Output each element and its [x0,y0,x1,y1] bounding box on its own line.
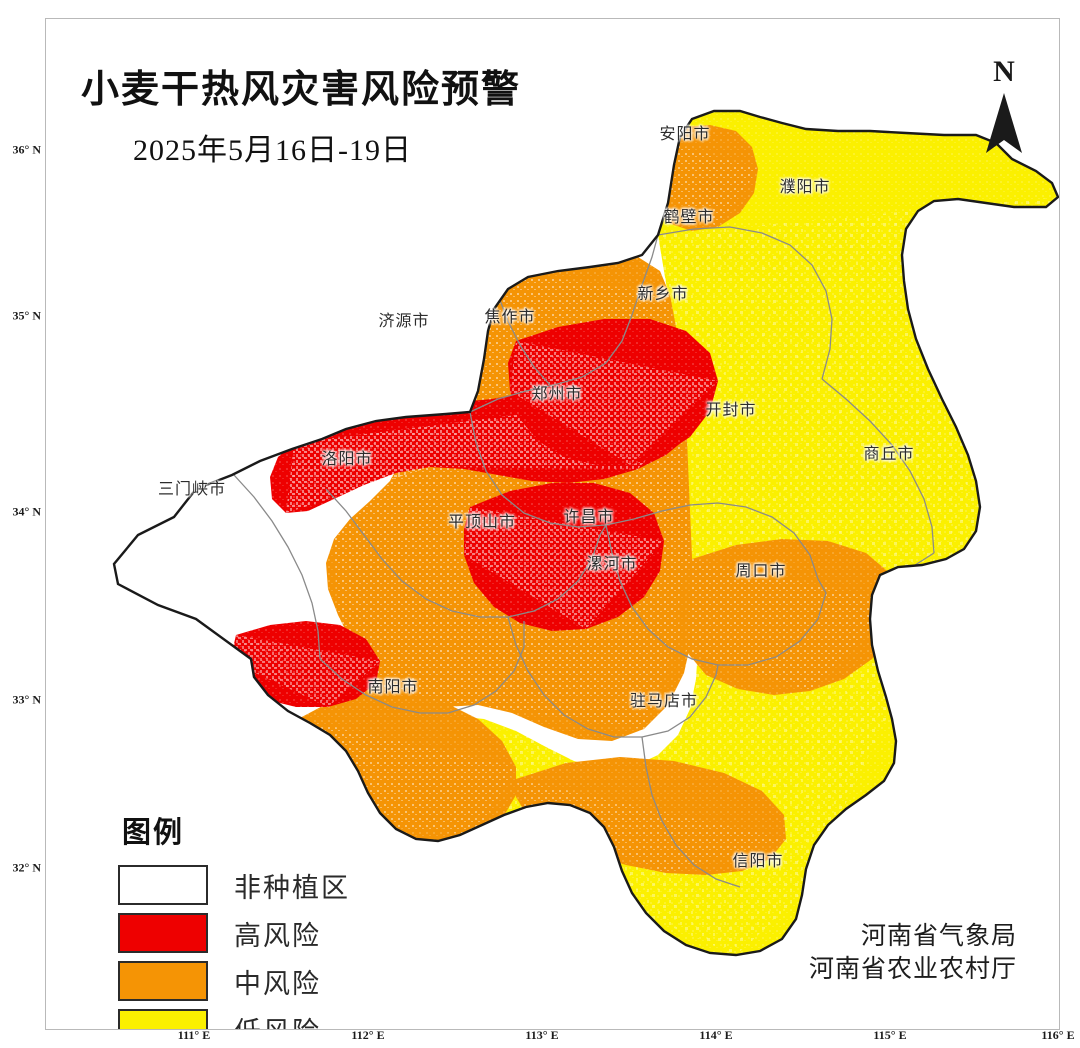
longitude-tick: 114° E [699,1028,733,1042]
latitude-tick: 36° N [12,142,41,157]
legend-label: 低风险 [234,1010,321,1030]
longitude-axis: 111° E 112° E 113° E 114° E 115° E 116° E [0,1028,1080,1048]
legend: 图例 非种植区高风险中风险低风险 [118,809,350,1030]
city-label: 平顶山市 [447,512,517,531]
legend-item: 低风险 [118,1009,350,1030]
province-outline [112,109,1059,957]
page-title: 小麦干热风灾害风险预警 [81,67,522,111]
city-label: 南阳市 [367,677,419,696]
city-label: 济源市 [378,311,430,330]
latitude-axis: 36° N 35° N 34° N 33° N 32° N [0,0,45,1048]
city-label: 洛阳市 [321,449,373,468]
city-label: 开封市 [705,400,757,419]
longitude-tick: 115° E [873,1028,907,1042]
city-label: 焦作市 [484,307,536,326]
legend-item: 中风险 [118,961,350,1001]
longitude-tick: 113° E [525,1028,559,1042]
longitude-tick: 116° E [1041,1028,1075,1042]
prefecture-borders [233,226,935,888]
city-label: 新乡市 [637,284,689,303]
legend-label: 高风险 [234,920,321,952]
title-block: 小麦干热风灾害风险预警 2025年5月16日-19日 [81,67,522,169]
latitude-tick: 33° N [12,692,41,707]
north-arrow-icon [984,93,1024,160]
attribution-line-1: 河南省气象局 [860,922,1017,950]
legend-swatch [118,865,208,905]
north-arrow-label: N [993,55,1015,88]
legend-swatch [118,913,208,953]
city-label: 濮阳市 [779,177,831,196]
attribution: 河南省气象局 河南省农业农村厅 [809,920,1017,988]
latitude-tick: 34° N [12,504,41,519]
legend-swatch [118,1009,208,1029]
legend-item: 高风险 [118,913,350,953]
city-label: 漯河市 [586,554,638,573]
legend-item: 非种植区 [118,865,350,905]
city-label: 安阳市 [659,124,711,143]
latitude-tick: 32° N [12,860,41,875]
longitude-tick: 111° E [177,1028,211,1042]
legend-label: 中风险 [234,968,321,1000]
attribution-line-2: 河南省农业农村厅 [808,956,1017,984]
legend-swatch [118,961,208,1001]
city-label: 信阳市 [732,851,784,870]
city-label: 商丘市 [863,444,915,463]
north-arrow: N [984,57,1024,160]
longitude-tick: 112° E [351,1028,385,1042]
city-label: 三门峡市 [157,479,227,498]
city-label: 许昌市 [563,507,615,526]
latitude-tick: 35° N [12,308,41,323]
legend-heading: 图例 [122,815,185,849]
city-label: 鹤壁市 [663,207,715,226]
city-label: 周口市 [735,561,787,580]
city-label: 郑州市 [531,384,583,403]
map-frame: 安阳市濮阳市鹤壁市新乡市济源市 焦作市郑州市开封市商丘市 洛阳市三门峡市平顶山市 许昌… [45,18,1060,1030]
legend-label: 非种植区 [234,872,350,904]
city-label: 驻马店市 [629,691,699,710]
date-range-subtitle: 2025年5月16日-19日 [133,133,412,167]
risk-choropleth-layer [112,109,1059,957]
